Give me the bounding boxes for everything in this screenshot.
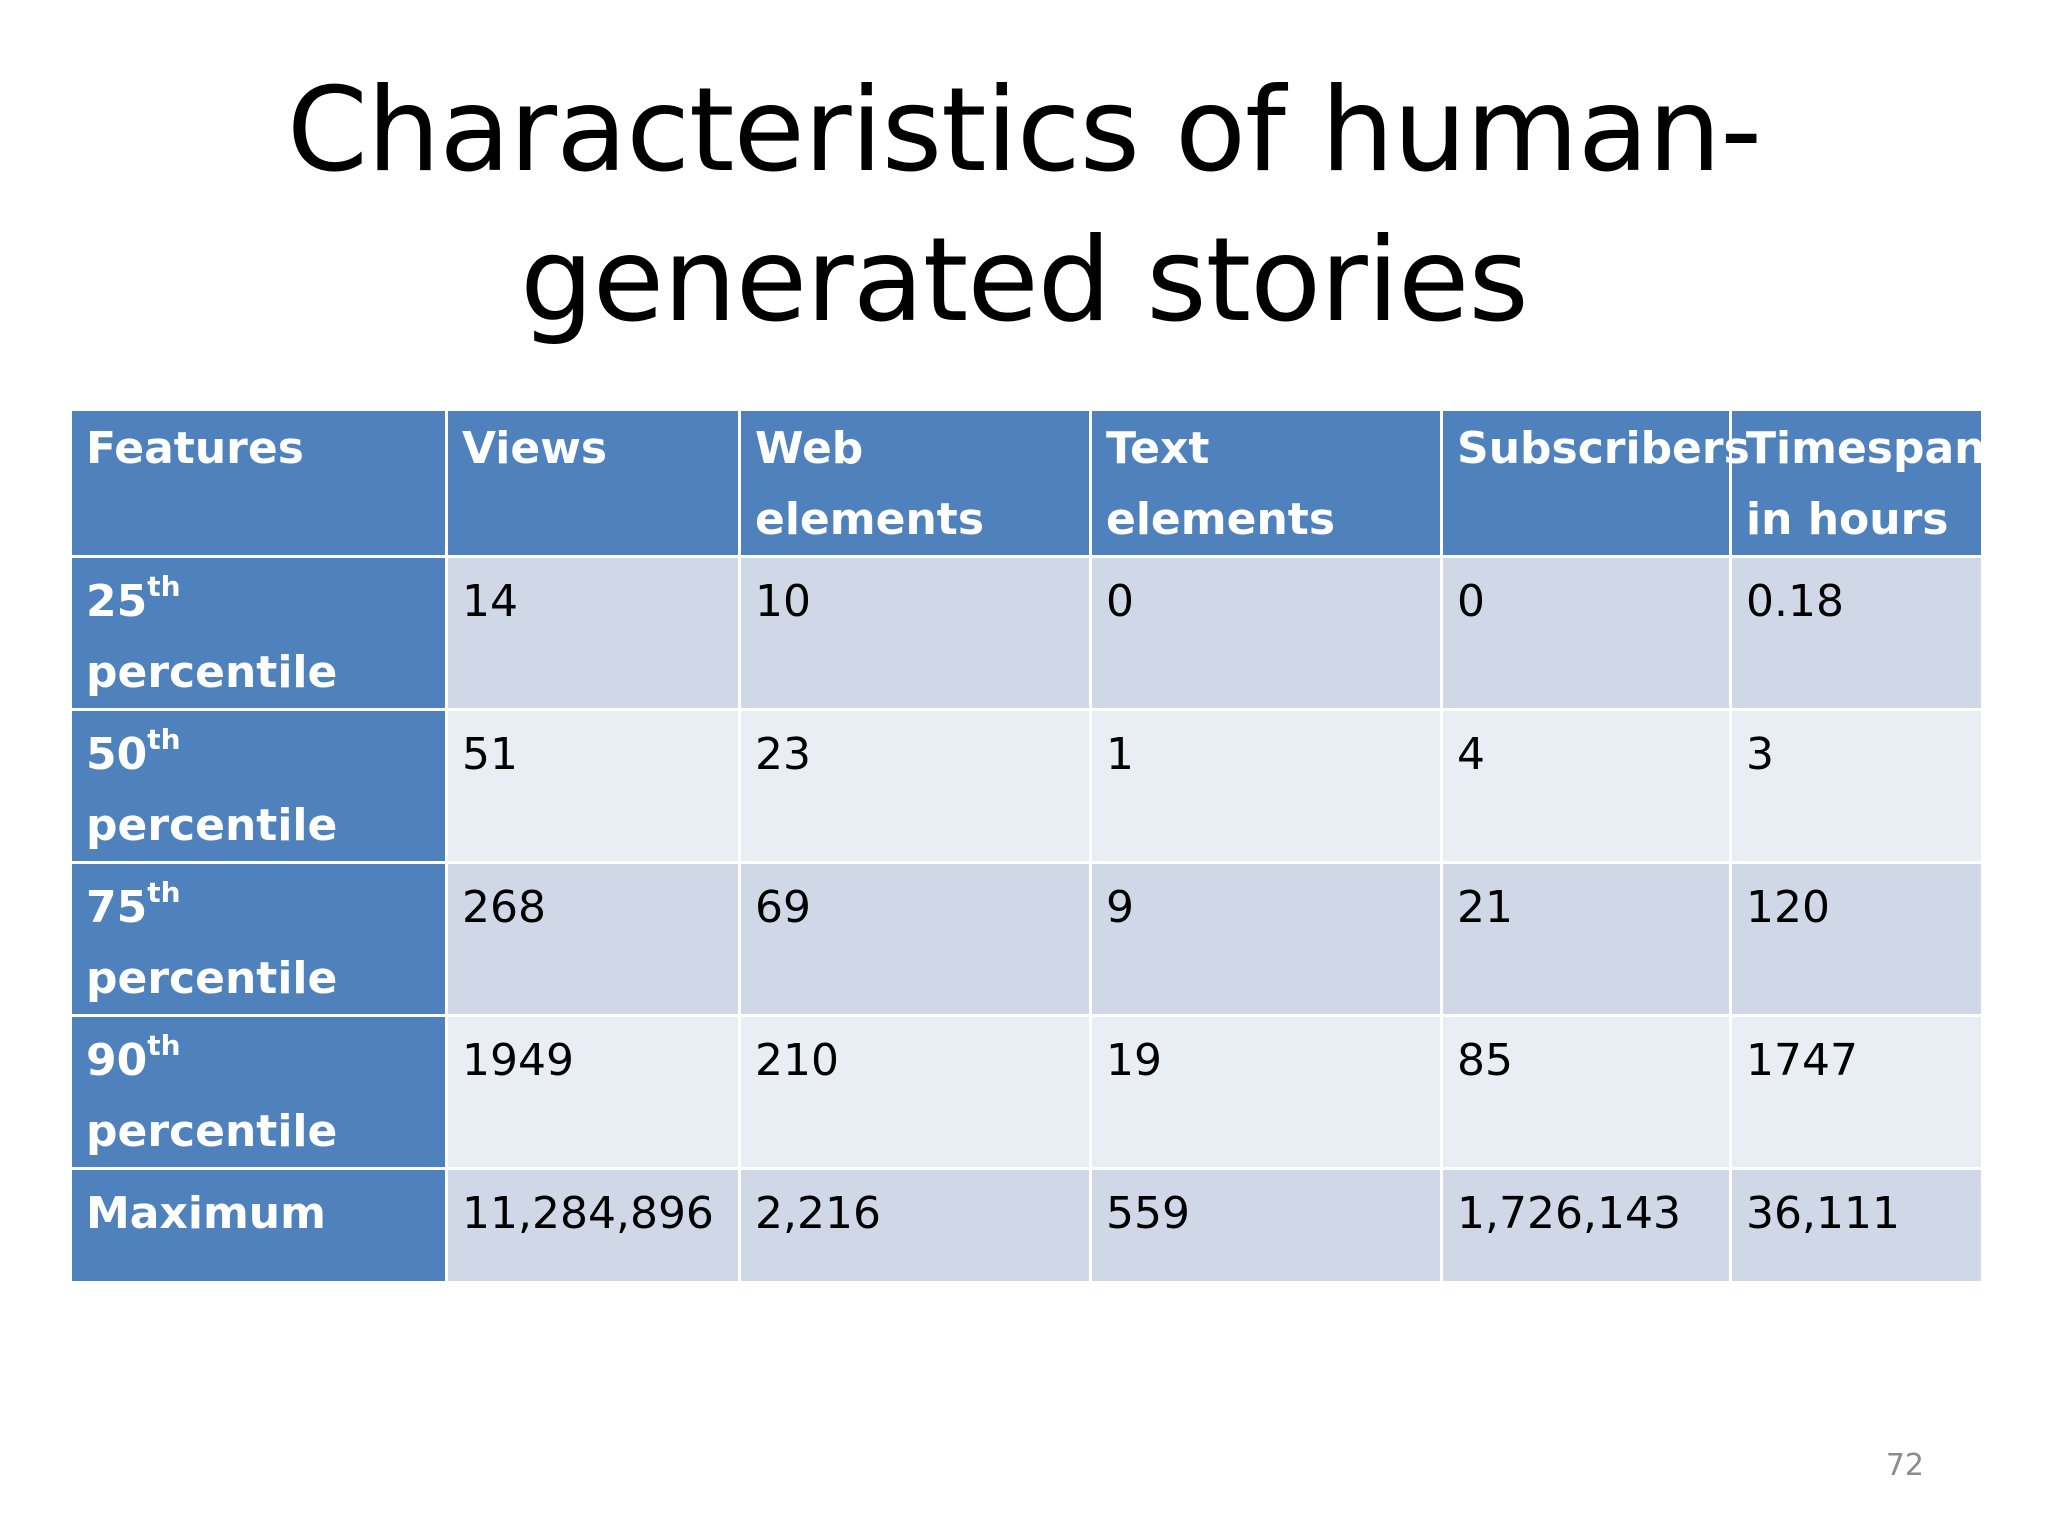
table-cell-web-elements: 23 (738, 708, 1092, 864)
row-label-text: percentile (86, 647, 338, 698)
column-header-timespan: Timespan in hours (1729, 408, 1986, 558)
row-label-text: percentile (86, 1106, 338, 1157)
table-cell-subscribers: 21 (1440, 861, 1732, 1017)
table-cell-text-elements: 0 (1089, 555, 1443, 711)
table-cell-web-elements: 210 (738, 1014, 1092, 1170)
row-label: 25th percentile (69, 555, 448, 711)
table-cell-web-elements: 10 (738, 555, 1092, 711)
page-number: 72 (1885, 1448, 1924, 1483)
column-header-subscribers: Subscribers (1440, 408, 1750, 558)
row-label: Maximum (69, 1167, 448, 1284)
table-row: 25th percentile 14 10 0 0 0.18 (69, 555, 1984, 711)
table-cell-timespan: 1747 (1729, 1014, 1984, 1170)
table-cell-text-elements: 1 (1089, 708, 1443, 864)
table-cell-timespan: 36,111 (1729, 1167, 1984, 1284)
table-cell-views: 268 (445, 861, 741, 1017)
row-label: 50th percentile (69, 708, 448, 864)
table-cell-views: 11,284,896 (445, 1167, 741, 1284)
table-cell-subscribers: 85 (1440, 1014, 1732, 1170)
row-label-number: 90 (86, 1035, 148, 1086)
table-cell-views: 51 (445, 708, 741, 864)
slide-title-line-2: generated stories (520, 213, 1529, 348)
table-row: Maximum 11,284,896 2,216 559 1,726,143 3… (69, 1167, 1984, 1284)
column-header-views: Views (445, 408, 741, 558)
table-cell-views: 1949 (445, 1014, 741, 1170)
row-label-superscript: th (147, 876, 181, 910)
row-label: 75th percentile (69, 861, 448, 1017)
table-cell-text-elements: 9 (1089, 861, 1443, 1017)
slide-title-line-1: Characteristics of human- (286, 63, 1762, 198)
column-header-text-elements: Text elements (1089, 408, 1443, 558)
row-label-superscript: th (147, 723, 181, 757)
table-row: 50th percentile 51 23 1 4 3 (69, 708, 1984, 864)
table-row: 90th percentile 1949 210 19 85 1747 (69, 1014, 1984, 1170)
table-header-row: Features Views Web elements Text element… (69, 408, 1986, 558)
row-label-number: 50 (86, 729, 148, 780)
table-cell-timespan: 120 (1729, 861, 1984, 1017)
table-cell-text-elements: 19 (1089, 1014, 1443, 1170)
table-cell-subscribers: 1,726,143 (1440, 1167, 1732, 1284)
table-cell-web-elements: 69 (738, 861, 1092, 1017)
table-cell-web-elements: 2,216 (738, 1167, 1092, 1284)
row-label-text: percentile (86, 953, 338, 1004)
column-header-web-elements: Web elements (738, 408, 1092, 558)
row-label-number: 25 (86, 576, 148, 627)
table-cell-subscribers: 4 (1440, 708, 1732, 864)
table-cell-timespan: 3 (1729, 708, 1984, 864)
table-cell-text-elements: 559 (1089, 1167, 1443, 1284)
row-label-number: 75 (86, 882, 148, 933)
row-label-superscript: th (147, 1029, 181, 1063)
row-label-number: Maximum (86, 1188, 326, 1239)
slide-title: Characteristics of human- generated stor… (0, 56, 2048, 356)
table-cell-subscribers: 0 (1440, 555, 1732, 711)
table-row: 75th percentile 268 69 9 21 120 (69, 861, 1984, 1017)
row-label: 90th percentile (69, 1014, 448, 1170)
table-cell-views: 14 (445, 555, 741, 711)
table-cell-timespan: 0.18 (1729, 555, 1984, 711)
column-header-features: Features (69, 408, 448, 558)
row-label-superscript: th (147, 570, 181, 604)
row-label-text: percentile (86, 800, 338, 851)
statistics-table: Features Views Web elements Text element… (69, 408, 1986, 1284)
